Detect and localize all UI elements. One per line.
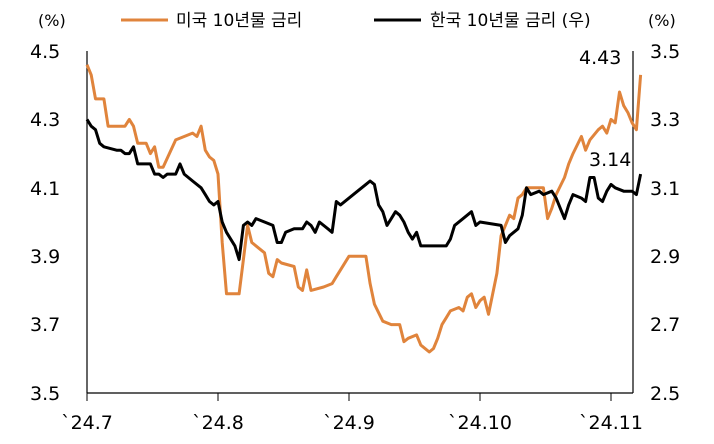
right-tick-label: 3.5 xyxy=(650,41,680,63)
kr-end-value-label: 3.14 xyxy=(589,149,631,171)
left-tick-label: 4.3 xyxy=(30,109,60,131)
x-tick-label: `24.9 xyxy=(323,412,375,434)
left-tick-label: 3.9 xyxy=(30,246,60,268)
right-tick-label: 2.5 xyxy=(650,383,680,405)
x-tick-label: `24.7 xyxy=(61,412,113,434)
us-end-value-label: 4.43 xyxy=(579,47,621,69)
x-ticks: `24.7 `24.8 `24.9 `24.10 `24.11 xyxy=(61,393,643,434)
left-tick-labels: 4.5 4.3 4.1 3.9 3.7 3.5 xyxy=(30,41,60,405)
legend: 미국 10년물 금리 한국 10년물 금리 (우) xyxy=(121,11,591,31)
left-tick-label: 4.1 xyxy=(30,178,60,200)
right-tick-label: 2.7 xyxy=(650,314,680,336)
right-tick-labels: 3.5 3.3 3.1 2.9 2.7 2.5 xyxy=(650,41,680,405)
x-tick-label: `24.8 xyxy=(192,412,244,434)
left-tick-label: 3.5 xyxy=(30,383,60,405)
left-tick-label: 3.7 xyxy=(30,314,60,336)
legend-label-kr: 한국 10년물 금리 (우) xyxy=(430,11,591,31)
left-axis-unit: (%) xyxy=(38,11,66,30)
x-tick-label: `24.10 xyxy=(448,412,512,434)
x-tick-label: `24.11 xyxy=(579,412,643,434)
left-tick-label: 4.5 xyxy=(30,41,60,63)
right-tick-label: 3.3 xyxy=(650,109,680,131)
legend-label-us: 미국 10년물 금리 xyxy=(176,11,302,31)
right-tick-label: 3.1 xyxy=(650,178,680,200)
kr-10y-yield-line xyxy=(85,118,643,262)
right-axis-unit: (%) xyxy=(648,11,676,30)
right-tick-label: 2.9 xyxy=(650,246,680,268)
us-10y-yield-line xyxy=(85,64,643,354)
